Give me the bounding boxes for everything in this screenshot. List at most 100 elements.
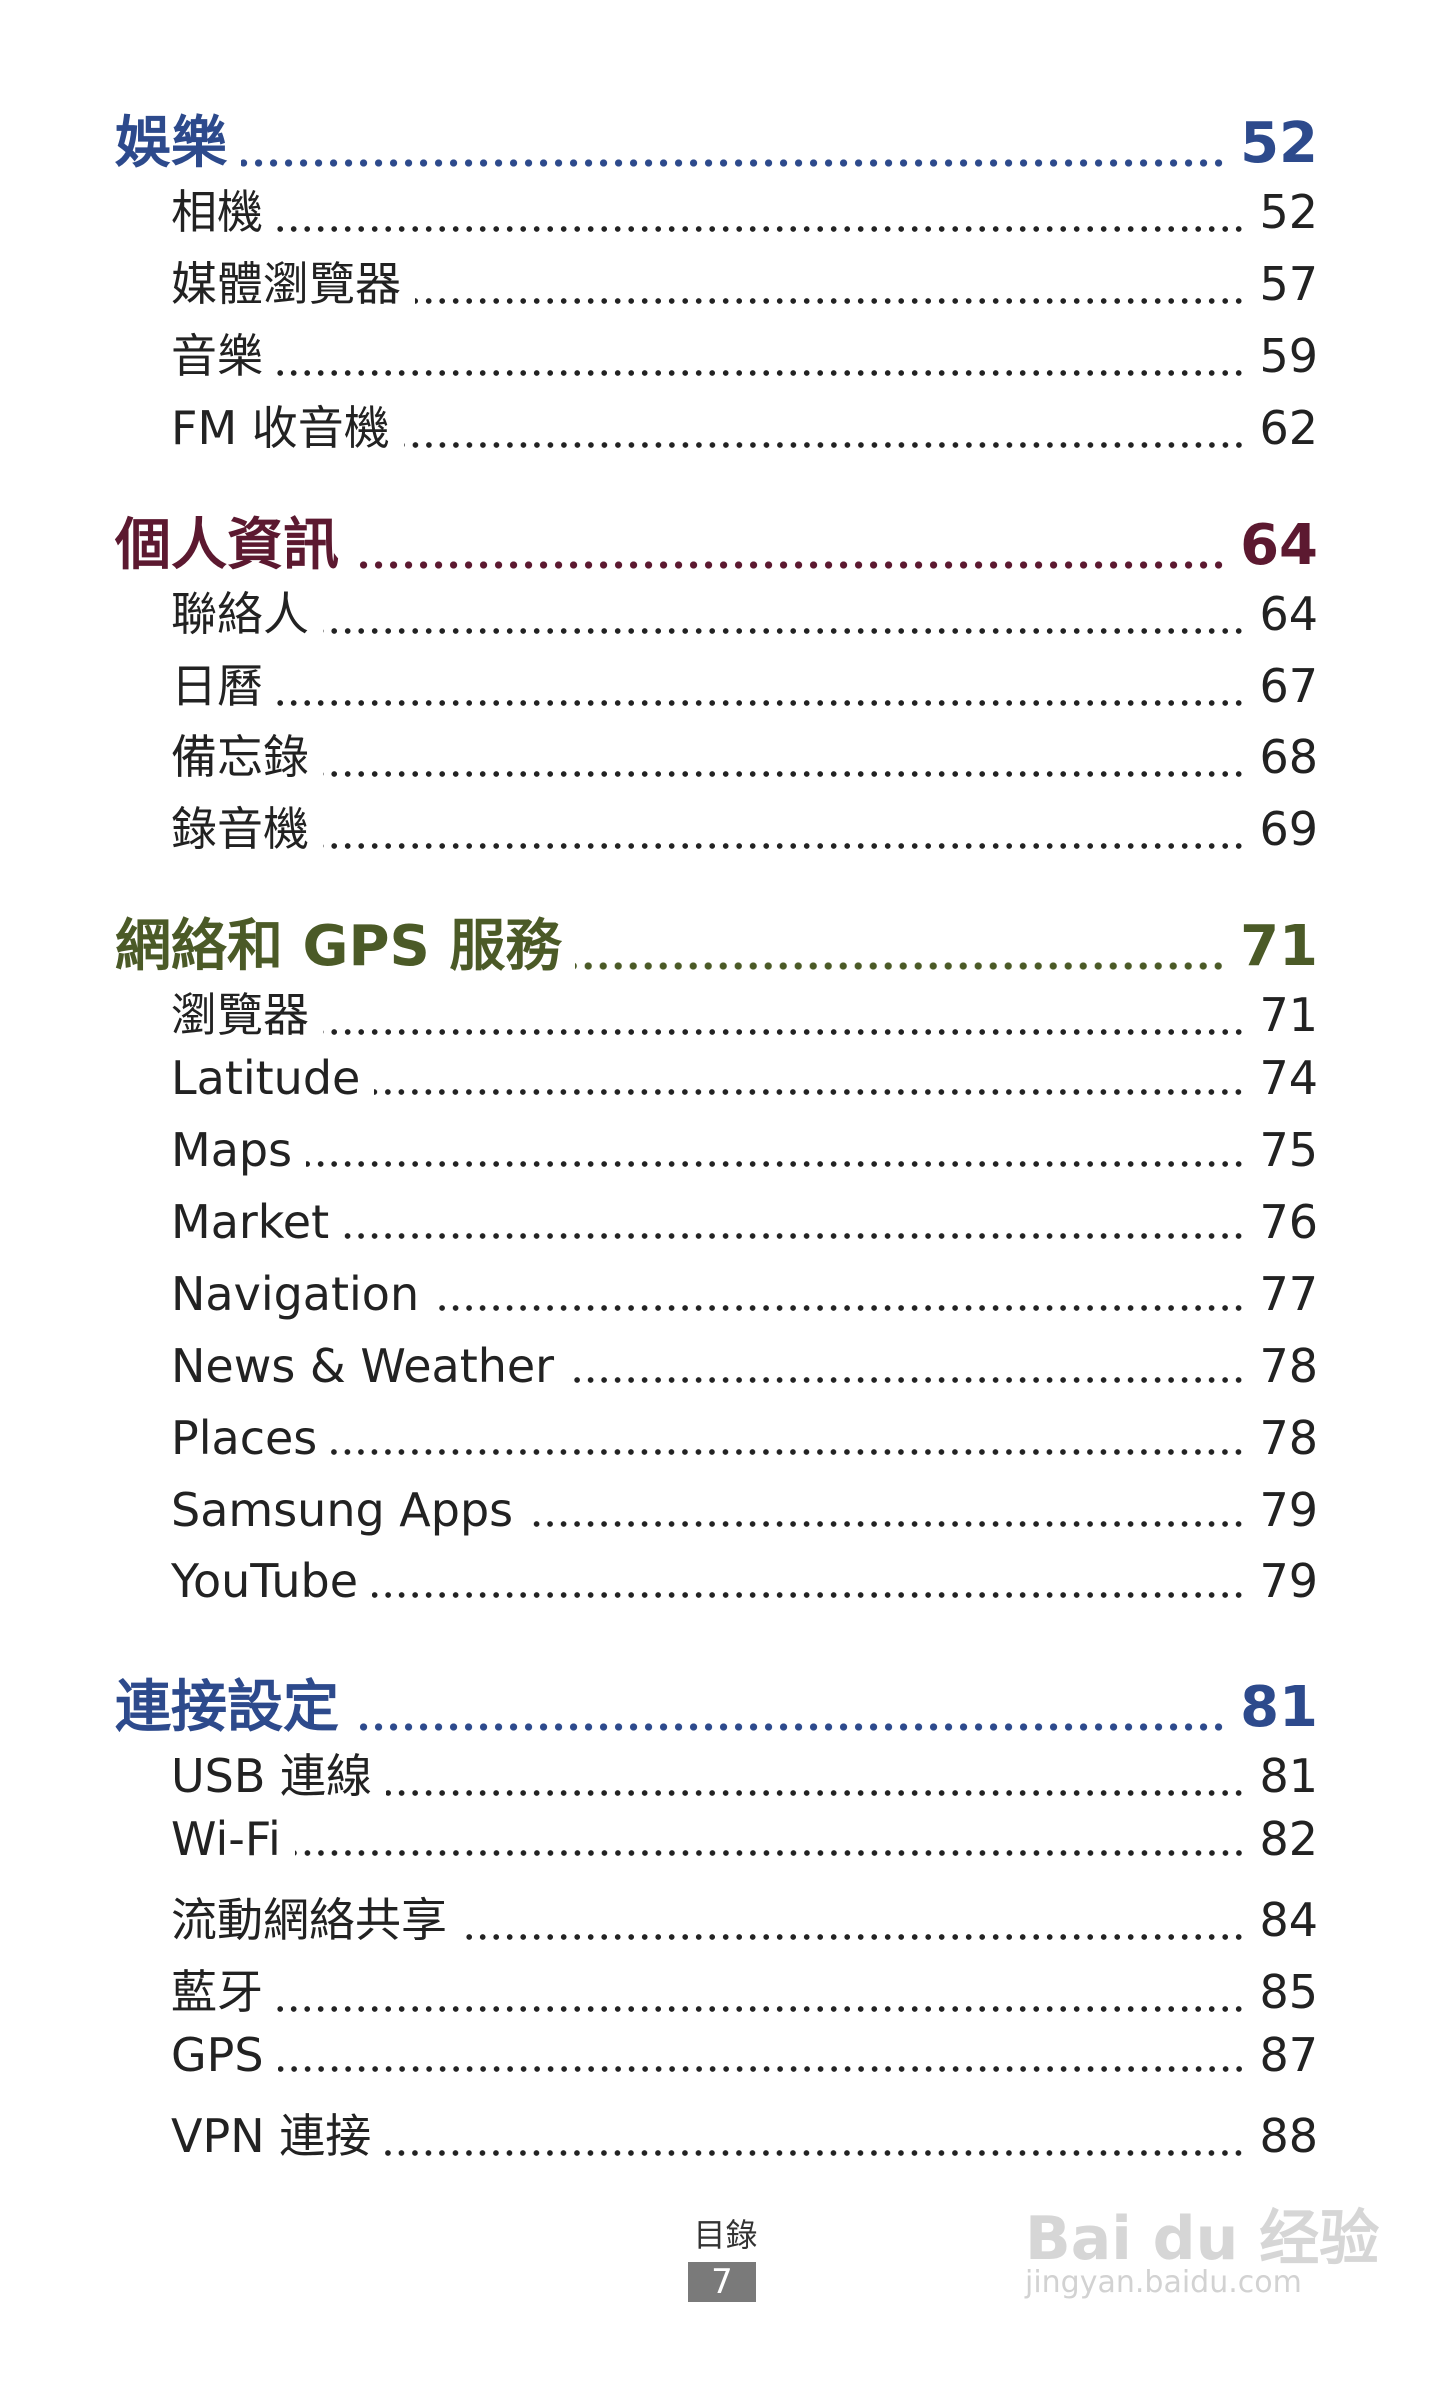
dot-leader [331, 1448, 1246, 1455]
item-page: 62 [1259, 400, 1318, 455]
item-page: 76 [1259, 1194, 1318, 1249]
item-label: 備忘錄 [171, 730, 309, 785]
dot-leader [353, 560, 1227, 569]
dot-leader [385, 2149, 1246, 2156]
item-page: 78 [1259, 1410, 1318, 1465]
toc-item: 藍牙 85 [171, 1956, 1318, 2022]
dot-leader [568, 1376, 1246, 1383]
toc-item: News & Weather 78 [171, 1339, 1318, 1393]
footer-label: 目錄 [693, 2216, 758, 2254]
dot-leader [323, 843, 1246, 850]
toc-item: Maps 75 [171, 1123, 1318, 1177]
item-label: GPS [171, 2027, 264, 2082]
dot-leader [323, 771, 1246, 778]
section-title: 個人資訊 [115, 512, 339, 578]
dot-leader [343, 1232, 1246, 1239]
toc-item: 音樂 59 [171, 320, 1318, 386]
section-title: 娛樂 [115, 111, 227, 176]
dot-leader [353, 1723, 1227, 1732]
dot-leader [277, 226, 1246, 232]
section-page: 71 [1240, 914, 1318, 980]
dot-leader [461, 1934, 1246, 1941]
item-page: 82 [1259, 1812, 1318, 1867]
item-label: USB 連線 [171, 1749, 373, 1804]
item-page: 52 [1259, 185, 1318, 239]
toc-item: Market 76 [171, 1195, 1318, 1249]
item-page: 79 [1259, 1554, 1318, 1609]
dot-leader [306, 1161, 1246, 1167]
item-page: 69 [1259, 802, 1318, 857]
footer-page: 7 [688, 2262, 756, 2302]
item-page: 75 [1259, 1123, 1318, 1177]
item-label: Market [171, 1194, 330, 1249]
item-page: 88 [1259, 2108, 1318, 2163]
item-label: 媒體瀏覽器 [171, 256, 401, 311]
toc-item: 聯絡人 64 [171, 578, 1318, 644]
watermark-brand: Bai du 经验 [1025, 2204, 1380, 2274]
toc-item: 日曆 67 [171, 650, 1318, 716]
section-page: 81 [1240, 1675, 1318, 1741]
toc-item: Navigation 77 [171, 1267, 1318, 1321]
item-page: 85 [1259, 1965, 1318, 2019]
item-label: Maps [171, 1123, 293, 1177]
item-label: 錄音機 [171, 802, 309, 857]
dot-leader [277, 2006, 1246, 2012]
toc-item: 備忘錄 68 [171, 721, 1318, 787]
item-page: 87 [1259, 2027, 1318, 2082]
section-page: 64 [1240, 512, 1318, 578]
section-heading: 個人資訊 64 [115, 500, 1318, 581]
item-page: 71 [1259, 988, 1318, 1043]
section-title: 網絡和 GPS 服務 [115, 914, 562, 980]
item-label: VPN 連接 [171, 2108, 372, 2163]
dot-leader [277, 699, 1246, 706]
item-label: 聯絡人 [171, 586, 309, 641]
item-label: YouTube [171, 1554, 359, 1609]
dot-leader [277, 369, 1246, 376]
dot-leader [277, 2065, 1246, 2072]
dot-leader [241, 159, 1227, 167]
section-heading: 網絡和 GPS 服務 71 [115, 901, 1318, 982]
toc-item: Samsung Apps 79 [171, 1483, 1318, 1537]
dot-leader [575, 962, 1227, 971]
section-title: 連接設定 [115, 1675, 339, 1741]
toc-item: 瀏覽器 71 [171, 979, 1318, 1045]
dot-leader [323, 1029, 1246, 1036]
toc-item: GPS 87 [171, 2028, 1318, 2082]
item-page: 84 [1259, 1893, 1318, 1948]
toc-item: USB 連線 81 [171, 1740, 1318, 1806]
toc-item: Latitude 74 [171, 1051, 1318, 1105]
item-label: Latitude [171, 1051, 361, 1106]
item-page: 67 [1259, 658, 1318, 713]
item-page: 74 [1259, 1051, 1318, 1106]
item-page: 59 [1259, 328, 1318, 383]
item-label: 流動網絡共享 [171, 1893, 447, 1948]
item-page: 81 [1259, 1749, 1318, 1804]
item-label: 藍牙 [171, 1965, 263, 2019]
dot-leader [386, 1790, 1246, 1797]
watermark-url: jingyan.baidu.com [1025, 2265, 1302, 2300]
item-label: 日曆 [171, 658, 263, 713]
dot-leader [527, 1520, 1246, 1527]
dot-leader [323, 627, 1246, 634]
item-page: 64 [1259, 586, 1318, 641]
item-label: Wi-Fi [171, 1812, 281, 1867]
toc-item: YouTube 79 [171, 1554, 1318, 1608]
toc-item: Wi-Fi 82 [171, 1812, 1318, 1866]
item-label: News & Weather [171, 1338, 555, 1393]
toc-item: 媒體瀏覽器 57 [171, 248, 1318, 314]
toc-item: 錄音機 69 [171, 793, 1318, 859]
item-page: 77 [1259, 1266, 1318, 1321]
item-label: FM 收音機 [171, 400, 390, 455]
section-page: 52 [1240, 111, 1318, 176]
item-page: 79 [1259, 1482, 1318, 1537]
toc-item: VPN 連接 88 [171, 2100, 1318, 2166]
item-label: 相機 [171, 185, 263, 239]
toc-item: 相機 52 [171, 176, 1318, 242]
dot-leader [433, 1304, 1246, 1311]
item-label: Places [171, 1410, 318, 1465]
toc-item: FM 收音機 62 [171, 392, 1318, 458]
item-label: 音樂 [171, 328, 263, 383]
item-page: 78 [1259, 1338, 1318, 1393]
dot-leader [294, 1850, 1246, 1857]
